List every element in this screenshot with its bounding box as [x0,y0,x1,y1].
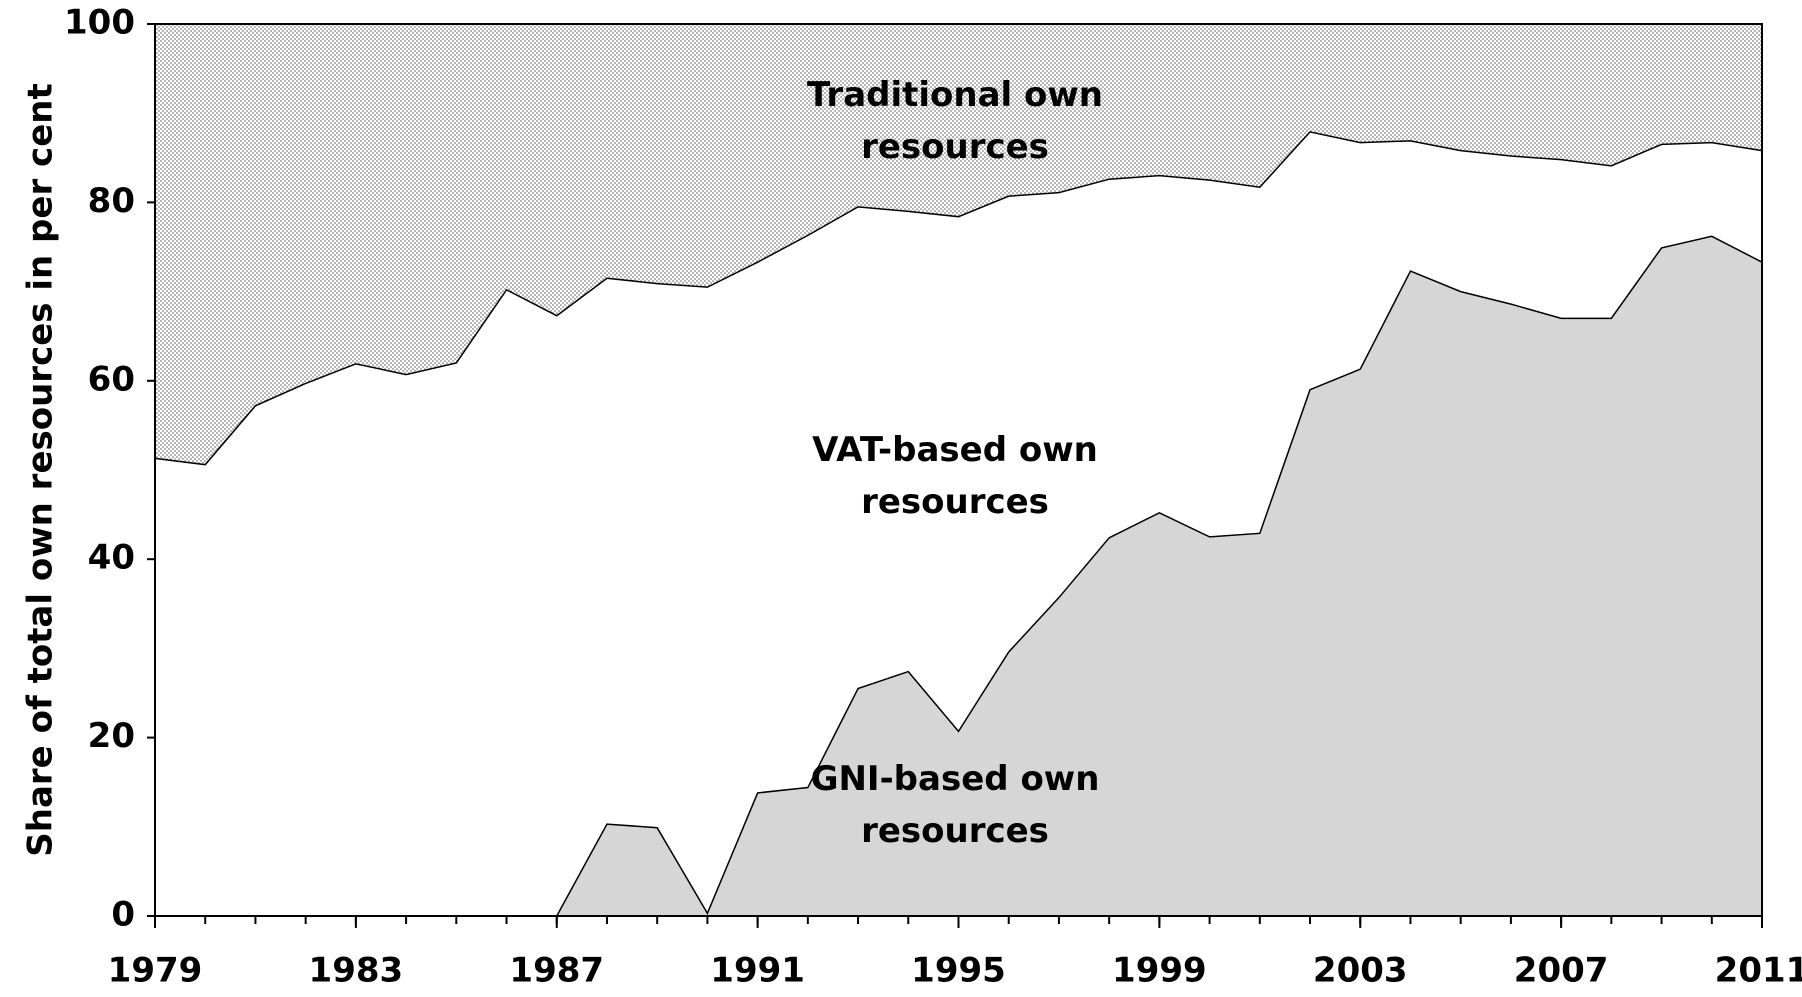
y-tick-label: 100 [64,3,135,43]
x-tick-label: 1983 [309,951,404,991]
y-tick-label: 40 [88,538,135,578]
x-tick-label: 1999 [1112,951,1207,991]
x-tick-label: 1995 [911,951,1006,991]
x-tick-label: 2007 [1514,951,1609,991]
x-tick-label: 1979 [108,951,203,991]
area-label: VAT-based own resources [812,430,1098,522]
y-tick-label: 80 [88,181,135,221]
y-axis-label: Share of total own resources in per cent [21,83,61,856]
area-edge [154,131,1763,466]
y-tick-label: 0 [111,895,135,935]
x-tick-label: 2003 [1313,951,1408,991]
area [155,131,1762,916]
area-label: Traditional own resources [806,75,1104,167]
area [155,236,1762,916]
x-tick-label: 1987 [509,951,604,991]
y-tick-label: 60 [88,359,135,399]
x-tick-label: 2011 [1715,951,1802,991]
y-tick-label: 20 [88,716,135,756]
area-label: GNI-based own resources [810,759,1100,851]
area [155,24,1762,465]
x-tick-label: 1991 [710,951,805,991]
